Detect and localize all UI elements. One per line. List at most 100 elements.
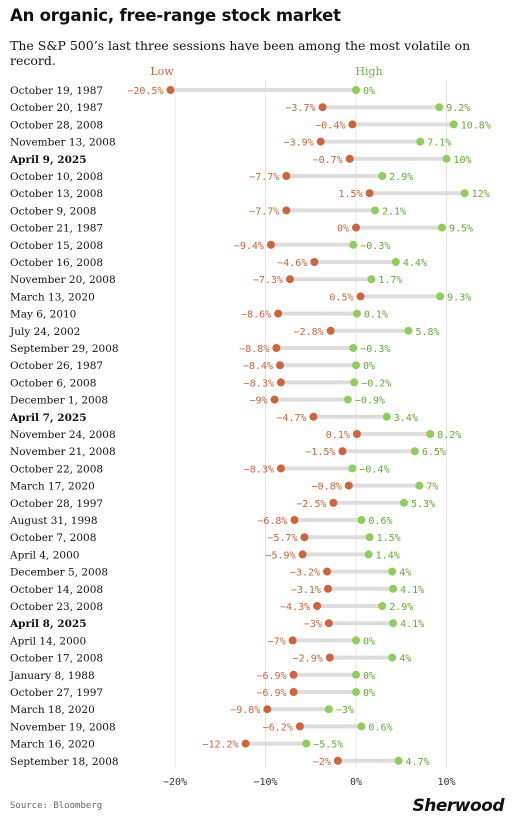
- row-date-label: September 29, 2008: [10, 343, 119, 355]
- low-dot: [345, 154, 354, 163]
- row-date-label: November 19, 2008: [10, 721, 116, 733]
- row-date-label: March 18, 2020: [10, 704, 95, 716]
- high-dot: [416, 137, 425, 146]
- high-value-label: −0.3%: [360, 344, 390, 355]
- low-dot: [352, 430, 361, 438]
- low-value-label: −8.3%: [244, 378, 274, 389]
- low-dot: [348, 120, 357, 129]
- high-value-label: 4.1%: [400, 619, 424, 630]
- row-date-label: October 27, 1997: [10, 687, 103, 699]
- high-dot: [371, 206, 380, 215]
- low-value-label: −20.5%: [127, 86, 163, 97]
- low-dot: [295, 722, 304, 731]
- high-value-label: 2.9%: [389, 602, 413, 613]
- low-dot: [324, 619, 333, 628]
- high-value-label: −0.9%: [355, 396, 385, 407]
- low-dot: [272, 344, 281, 352]
- high-dot: [364, 550, 373, 559]
- source-note: Source: Bloomberg: [10, 801, 103, 811]
- high-dot: [352, 670, 360, 679]
- low-value-label: −6.9%: [256, 671, 286, 682]
- high-value-label: 5.8%: [415, 327, 439, 338]
- row-date-label: April 14, 2000: [9, 635, 86, 647]
- row-date-label: October 10, 2008: [10, 171, 103, 183]
- low-value-label: −8.6%: [241, 310, 271, 321]
- high-value-label: 0%: [363, 671, 375, 682]
- low-value-label: −7%: [268, 636, 286, 647]
- high-dot: [442, 154, 451, 163]
- high-dot: [435, 103, 444, 112]
- high-dot: [348, 464, 357, 473]
- high-value-label: −5.5%: [313, 740, 343, 751]
- brand-logo: Sherwood: [412, 796, 505, 816]
- high-dot: [352, 688, 360, 696]
- low-dot: [285, 275, 294, 284]
- row-date-label: October 19, 1987: [10, 85, 103, 97]
- high-value-label: 8.2%: [437, 430, 461, 441]
- low-dot: [352, 223, 360, 232]
- high-dot: [389, 619, 398, 628]
- low-dot: [241, 739, 250, 748]
- dot-range-chart: −20% −10% 0% 10% Low High October 19, 1987 −20.…: [9, 65, 491, 788]
- high-value-label: 7.1%: [427, 138, 451, 149]
- high-dot: [349, 344, 358, 352]
- low-value-label: −2.9%: [293, 654, 323, 665]
- low-value-label: −7.7%: [249, 172, 279, 183]
- row-date-label: October 15, 2008: [10, 240, 103, 252]
- high-value-label: 4.7%: [406, 757, 430, 768]
- low-value-label: −9.8%: [230, 705, 260, 716]
- high-dot: [378, 602, 387, 610]
- row-date-label: October 28, 1997: [10, 498, 103, 510]
- row-date-label: October 6, 2008: [10, 377, 96, 389]
- low-value-label: −3.9%: [284, 138, 314, 149]
- row-date-label: October 13, 2008: [10, 188, 103, 200]
- high-value-label: 9.3%: [447, 292, 471, 303]
- low-value-label: −0.8%: [312, 482, 342, 493]
- low-value-label: −9%: [249, 396, 267, 407]
- high-value-label: 2.9%: [389, 172, 413, 183]
- row-date-label: November 13, 2008: [10, 137, 116, 149]
- high-value-label: 9.2%: [446, 103, 470, 114]
- row-date-label: September 18, 2008: [10, 756, 119, 768]
- high-value-label: 0.1%: [364, 310, 388, 321]
- low-value-label: −2.8%: [294, 327, 324, 338]
- high-value-label: 4.1%: [400, 585, 424, 596]
- row-date-label: April 9, 2025: [9, 154, 87, 166]
- row-date-label: November 24, 2008: [10, 429, 116, 441]
- high-value-label: 12%: [472, 189, 490, 200]
- row-date-label: November 21, 2008: [10, 446, 116, 458]
- low-value-label: −1.5%: [305, 447, 335, 458]
- row-date-label: October 17, 2008: [10, 653, 103, 665]
- low-dot: [338, 447, 347, 456]
- high-value-label: 9.5%: [449, 224, 473, 235]
- low-value-label: −3.7%: [285, 103, 315, 114]
- low-dot: [318, 103, 327, 112]
- high-dot: [357, 722, 366, 731]
- low-dot: [270, 395, 279, 404]
- row-date-label: April 8, 2025: [9, 618, 87, 630]
- high-value-label: 1.7%: [378, 275, 402, 286]
- high-value-label: 4%: [399, 654, 411, 665]
- row-date-label: October 28, 2008: [10, 119, 103, 131]
- x-tick-label: −10%: [253, 777, 277, 788]
- high-value-label: 10%: [454, 155, 472, 166]
- low-value-label: 1.5%: [338, 189, 362, 200]
- low-value-label: −8.4%: [243, 361, 273, 372]
- high-dot: [437, 223, 446, 232]
- row-date-label: October 7, 2008: [10, 532, 96, 544]
- high-dot: [378, 172, 387, 180]
- high-dot: [343, 395, 352, 404]
- low-dot: [300, 533, 309, 542]
- low-dot: [309, 412, 318, 421]
- low-dot: [282, 206, 291, 215]
- high-dot: [352, 361, 360, 370]
- low-value-label: −9.4%: [234, 241, 264, 252]
- high-value-label: 4.4%: [403, 258, 427, 269]
- low-dot: [288, 636, 297, 645]
- row-date-label: October 20, 1987: [10, 102, 103, 114]
- low-dot: [276, 378, 285, 387]
- high-dot: [302, 739, 311, 748]
- low-dot: [290, 516, 299, 524]
- high-dot: [415, 481, 424, 490]
- row-date-label: July 24, 2002: [9, 326, 80, 338]
